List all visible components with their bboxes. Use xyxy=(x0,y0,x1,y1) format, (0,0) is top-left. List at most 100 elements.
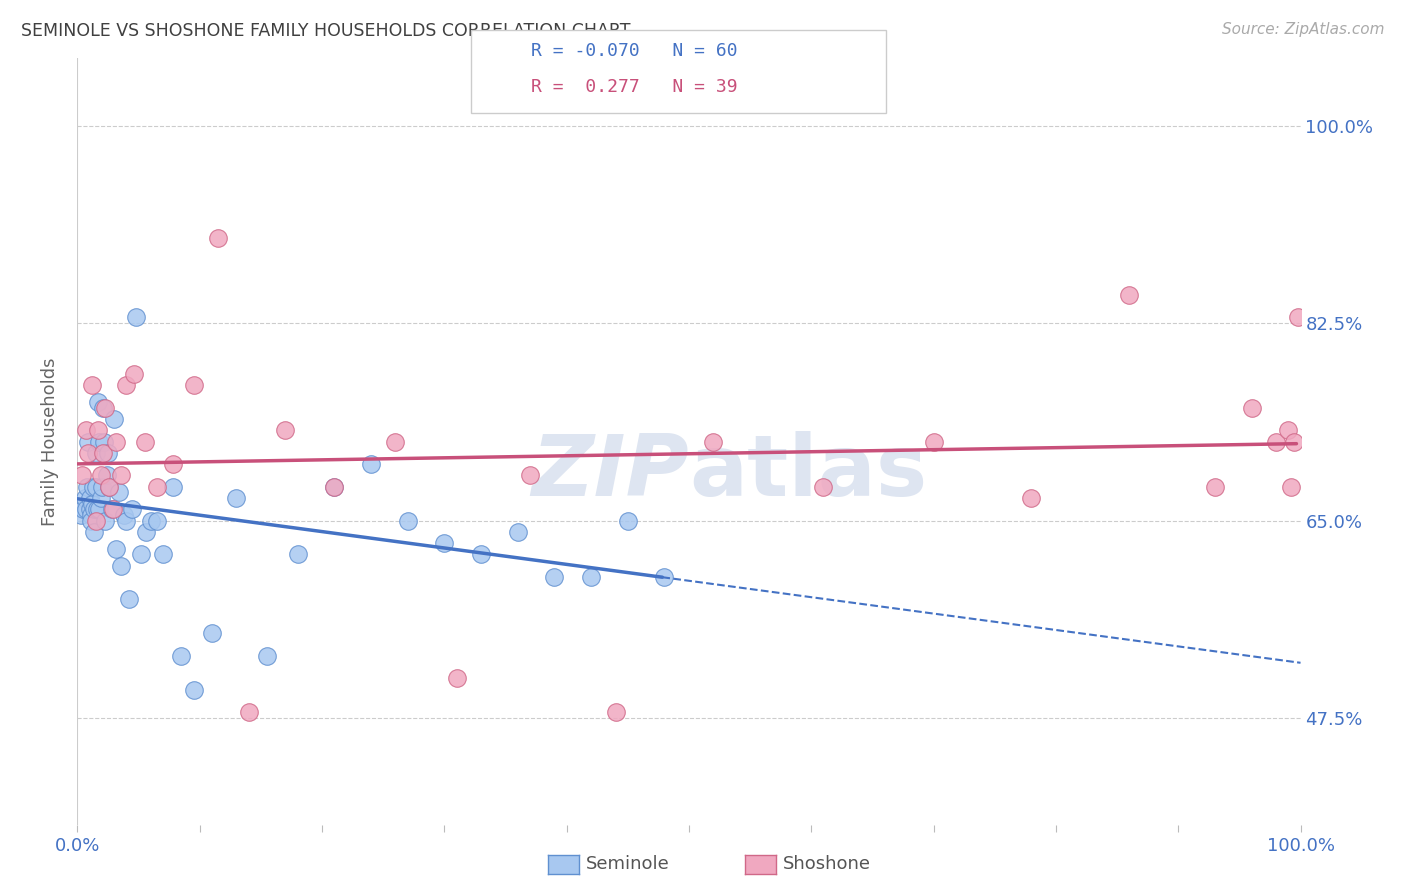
Text: Shoshone: Shoshone xyxy=(783,855,872,873)
Point xyxy=(73,491,96,505)
Point xyxy=(83,524,105,539)
Point xyxy=(543,570,565,584)
Point xyxy=(91,401,114,415)
Point xyxy=(76,480,98,494)
Point xyxy=(579,570,602,584)
Point xyxy=(98,480,121,494)
Point xyxy=(323,480,346,494)
Point xyxy=(519,468,541,483)
Point xyxy=(72,502,94,516)
Point xyxy=(146,480,169,494)
Point xyxy=(183,378,205,392)
Point xyxy=(90,491,112,505)
Point xyxy=(1286,310,1309,325)
Point xyxy=(152,547,174,561)
Point xyxy=(110,558,132,573)
Point xyxy=(89,434,111,449)
Point xyxy=(446,672,468,686)
Point xyxy=(1265,434,1288,449)
Y-axis label: Family Households: Family Households xyxy=(41,358,59,525)
Point xyxy=(384,434,406,449)
Point xyxy=(135,524,157,539)
Text: SEMINOLE VS SHOSHONE FAMILY HOUSEHOLDS CORRELATION CHART: SEMINOLE VS SHOSHONE FAMILY HOUSEHOLDS C… xyxy=(21,22,630,40)
Point xyxy=(201,626,224,640)
Point xyxy=(162,457,184,471)
Point xyxy=(75,423,97,437)
Point xyxy=(183,682,205,697)
Point xyxy=(77,446,100,460)
Text: R = -0.070   N = 60: R = -0.070 N = 60 xyxy=(531,42,738,60)
Point xyxy=(506,524,529,539)
Point xyxy=(97,446,120,460)
Point xyxy=(146,514,169,528)
Point xyxy=(323,480,346,494)
Point xyxy=(287,547,309,561)
Point xyxy=(80,378,103,392)
Point xyxy=(617,514,640,528)
Point xyxy=(238,706,260,720)
Point xyxy=(79,502,101,516)
Point xyxy=(87,395,110,409)
Point xyxy=(84,480,107,494)
Point xyxy=(91,446,114,460)
Point xyxy=(87,423,110,437)
Point xyxy=(1279,480,1302,494)
Point xyxy=(125,310,148,325)
Point xyxy=(256,648,278,663)
Point xyxy=(103,412,125,426)
Point xyxy=(1021,491,1043,505)
Point xyxy=(89,502,111,516)
Text: R =  0.277   N = 39: R = 0.277 N = 39 xyxy=(531,78,738,95)
Point xyxy=(470,547,492,561)
Point xyxy=(110,468,132,483)
Point xyxy=(134,434,156,449)
Point xyxy=(1277,423,1299,437)
Point xyxy=(1240,401,1263,415)
Point xyxy=(70,468,93,483)
Point xyxy=(922,434,945,449)
Point xyxy=(70,508,93,522)
Point xyxy=(115,514,138,528)
Point xyxy=(170,648,193,663)
Point xyxy=(80,514,103,528)
Point xyxy=(112,508,135,522)
Point xyxy=(84,514,107,528)
Point xyxy=(94,514,117,528)
Point xyxy=(274,423,297,437)
Point xyxy=(1204,480,1226,494)
Text: Source: ZipAtlas.com: Source: ZipAtlas.com xyxy=(1222,22,1385,37)
Text: Seminole: Seminole xyxy=(586,855,671,873)
Point xyxy=(207,231,229,245)
Point xyxy=(94,401,117,415)
Point xyxy=(1118,288,1140,302)
Point xyxy=(433,536,456,550)
Point xyxy=(654,570,676,584)
Point xyxy=(122,367,145,381)
Point xyxy=(96,468,118,483)
Point xyxy=(225,491,247,505)
Point xyxy=(90,480,112,494)
Point xyxy=(139,514,162,528)
Point xyxy=(100,502,122,516)
Point xyxy=(98,480,121,494)
Point xyxy=(79,491,101,505)
Point xyxy=(605,706,627,720)
Point xyxy=(118,592,141,607)
Point xyxy=(90,468,112,483)
Point xyxy=(93,434,115,449)
Point xyxy=(115,378,138,392)
Point xyxy=(813,480,835,494)
Point xyxy=(80,497,103,511)
Point xyxy=(84,446,107,460)
Point xyxy=(702,434,724,449)
Point xyxy=(108,485,131,500)
Point xyxy=(77,434,100,449)
Point xyxy=(396,514,419,528)
Text: ZIP: ZIP xyxy=(531,431,689,514)
Point xyxy=(101,502,124,516)
Point xyxy=(105,434,128,449)
Point xyxy=(80,508,103,522)
Point xyxy=(105,541,128,556)
Point xyxy=(162,480,184,494)
Point xyxy=(360,457,382,471)
